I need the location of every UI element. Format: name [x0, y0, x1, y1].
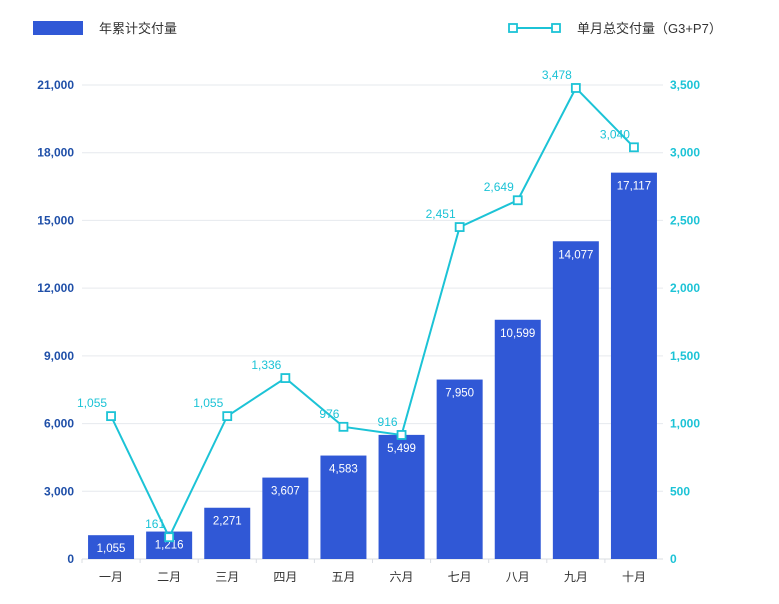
x-axis-tick-label: 七月: [448, 570, 472, 584]
legend-label-line: 单月总交付量（G3+P7）: [577, 21, 722, 36]
left-axis-tick-label: 18,000: [37, 146, 74, 160]
left-axis-tick-label: 21,000: [37, 78, 74, 92]
line-point: [396, 430, 407, 440]
left-axis-tick-label: 15,000: [37, 213, 74, 227]
line-value-label: 2,451: [426, 207, 456, 221]
left-axis-tick-label: 12,000: [37, 281, 74, 295]
bar-value-label: 10,599: [500, 328, 535, 340]
right-axis-tick-label: 3,500: [670, 78, 700, 92]
line-point: [164, 532, 175, 543]
bar: [262, 477, 309, 559]
x-axis-tick-label: 十月: [622, 570, 646, 584]
line-point: [570, 83, 581, 93]
line-point: [280, 373, 291, 383]
bar-value-label: 7,950: [445, 388, 474, 400]
legend-swatch-bar: [33, 21, 83, 35]
line-value-label: 1,055: [193, 396, 223, 410]
x-axis-tick-label: 二月: [157, 570, 181, 584]
left-axis-tick-label: 0: [67, 552, 74, 566]
line-series: 1,055 161 1,055 1,336 976 916 2,451 2,649 3,478 3…: [77, 68, 639, 543]
right-axis-tick-label: 1,000: [670, 417, 700, 431]
line-value-label: 1,336: [251, 358, 281, 372]
left-axis-tick-label: 9,000: [44, 349, 74, 363]
bar-value-label: 17,117: [617, 181, 651, 193]
bar-value-label: 1,216: [155, 540, 184, 552]
bar: [552, 241, 599, 559]
bar-value-label: 4,583: [329, 464, 358, 476]
bar-value-label: 2,271: [213, 516, 242, 528]
bar: [204, 507, 251, 559]
bar: [320, 455, 367, 559]
line-value-label: 1,055: [77, 396, 107, 410]
left-y-axis: 0 3,000 6,000 9,000 12,000 15,000 18,000 21,000: [37, 78, 74, 566]
right-axis-tick-label: 3,000: [670, 146, 700, 160]
x-axis-tick-label: 九月: [564, 570, 588, 584]
left-axis-tick-label: 6,000: [44, 417, 74, 431]
right-axis-tick-label: 500: [670, 484, 690, 498]
line-value-label: 3,040: [600, 127, 630, 141]
line-point: [222, 411, 233, 422]
right-axis-tick-label: 2,500: [670, 213, 700, 227]
x-axis-tick-label: 五月: [331, 570, 355, 584]
line-point: [629, 142, 639, 153]
bar: [494, 319, 541, 559]
left-axis-tick-label: 3,000: [44, 484, 74, 498]
line-point: [338, 421, 349, 432]
line-value-label: 916: [378, 415, 398, 429]
bar-series: 1,055 1,216 2,271 3,607 4,583 5,499 7,950 10,59…: [88, 172, 657, 560]
bar: [378, 434, 425, 559]
bar-value-label: 14,077: [558, 249, 593, 261]
bar: [610, 172, 657, 560]
x-axis-tick-label: 四月: [273, 570, 297, 584]
right-y-axis: 0 500 1,000 1,500 2,000 2,500 3,000 3,500: [670, 78, 700, 566]
bar-value-label: 3,607: [271, 486, 300, 498]
bar: [436, 379, 483, 559]
bar-value-label: 1,055: [97, 543, 126, 555]
right-axis-tick-label: 1,500: [670, 349, 700, 363]
bar-value-label: 5,499: [387, 443, 416, 455]
right-axis-tick-label: 2,000: [670, 281, 700, 295]
line-value-label: 3,478: [542, 68, 572, 82]
x-axis: 一月 二月 三月 四月 五月 六月 七月 八月 九月 十月: [81, 559, 646, 584]
legend-label-bar: 年累计交付量: [99, 21, 177, 36]
legend-swatch-line: [508, 23, 561, 33]
line-point: [106, 411, 116, 422]
x-axis-tick-label: 三月: [215, 570, 239, 584]
x-axis-tick-label: 一月: [99, 570, 123, 584]
x-axis-tick-label: 八月: [506, 570, 530, 584]
bar: [88, 535, 135, 559]
legend: 年累计交付量 单月总交付量（G3+P7）: [33, 21, 722, 36]
line-value-label: 2,649: [484, 180, 514, 194]
line-point: [454, 222, 465, 232]
series-line: [110, 86, 635, 540]
line-value-label: 976: [319, 407, 339, 421]
line-point: [512, 195, 523, 206]
line-value-label: 161: [145, 517, 165, 531]
x-axis-tick-label: 六月: [390, 570, 414, 584]
right-axis-tick-label: 0: [670, 552, 677, 566]
